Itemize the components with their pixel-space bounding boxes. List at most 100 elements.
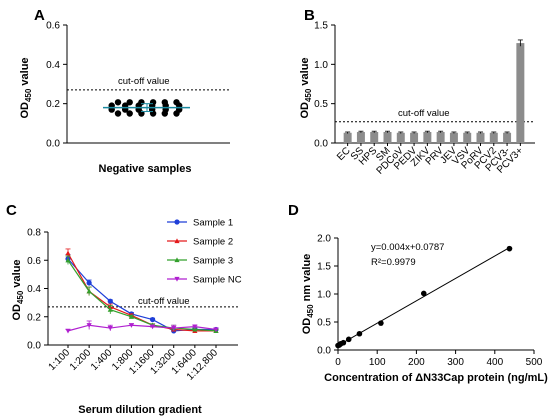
panel-c-y-tick-label: 0.4 <box>27 284 41 295</box>
panel-c-point <box>107 325 113 331</box>
panel-b-y-tick-label: 1.0 <box>314 60 328 71</box>
panel-d-y-tick-label: 0.5 <box>317 318 331 329</box>
panel-c-series-line <box>67 324 217 332</box>
panel-d-r2: R²=0.9979 <box>371 257 416 268</box>
panel-d-y-tick-label: 1.5 <box>317 262 331 273</box>
panel-d-point <box>378 320 384 326</box>
panel-a-y-tick-label: 0.6 <box>46 21 60 32</box>
panel-a-point <box>126 110 133 117</box>
panel-d-y-tick-label: 0.0 <box>317 346 331 357</box>
panel-c-x-label: Serum dilution gradient <box>78 404 202 416</box>
panel-c-point <box>86 280 92 286</box>
panel-c-legend-label: Sample 3 <box>193 256 233 267</box>
panel-d-x-tick-label: 0 <box>335 357 341 368</box>
panel-c-legend-label: Sample 1 <box>193 218 233 229</box>
panel-b-bar <box>383 131 392 143</box>
panel-a-point <box>173 110 180 117</box>
panel-c-point <box>149 324 156 330</box>
panel-c-y-axis: 0.0 0.2 0.4 0.6 0.8 <box>27 228 49 352</box>
panel-c-series <box>65 248 219 334</box>
panel-b-bar <box>489 132 498 143</box>
panel-letter-d: D <box>288 202 299 219</box>
panel-d: D 0.0 0.5 1.0 1.5 2.0 0 100 200 300 400 500 OD450… <box>288 202 548 384</box>
panel-c-point <box>107 298 113 304</box>
panel-c-legend-swatch-marker <box>174 219 180 225</box>
panel-c-x-tick-label: 1:200 <box>68 347 94 373</box>
panel-d-x-tick-label: 100 <box>369 357 386 368</box>
panel-b-bar <box>343 132 352 143</box>
panel-d-point <box>356 330 363 337</box>
panel-a-mean-sd <box>103 103 190 113</box>
panel-c-series-line <box>67 259 217 332</box>
panel-d-x-axis: 0 100 200 300 400 500 <box>335 349 543 368</box>
panel-d-y-label: OD450 nm value <box>301 254 315 335</box>
panel-b-bar <box>516 43 525 143</box>
panel-a-y-tick-label: 0.0 <box>46 139 60 150</box>
panel-c: C 0.0 0.2 0.4 0.6 0.8 OD450 value Serum dilu… <box>6 202 242 416</box>
panel-c-point <box>86 323 92 328</box>
panel-c-y-label: OD450 value <box>11 259 25 320</box>
panel-a: A 0.0 0.2 0.4 0.6 OD450 value Negative samp… <box>19 7 230 175</box>
panel-letter-b: B <box>304 7 315 24</box>
panel-d-x-label: Concentration of ΔN33Cap protein (ng/mL) <box>324 372 548 384</box>
panel-b-x-ticks: ECSSHPSSMPDCoVPEDVZIKVPRVJEVVSVPoRVPCV2P… <box>335 143 526 177</box>
panel-b-bar <box>463 132 472 143</box>
panel-a-x-label: Negative samples <box>99 163 192 175</box>
panel-c-point <box>171 325 177 331</box>
panel-d-fit-line <box>337 246 511 347</box>
panel-c-point <box>65 257 71 263</box>
panel-letter-c: C <box>6 202 17 219</box>
panel-b-bar <box>356 131 365 143</box>
panel-c-legend-item: Sample NC <box>167 275 242 286</box>
panel-d-equation: y=0.004x+0.0787 <box>371 242 444 253</box>
panel-c-y-tick-label: 0.6 <box>27 256 41 267</box>
panel-a-point <box>161 110 168 117</box>
panel-b-bar <box>423 131 432 143</box>
panel-d-y-tick-label: 1.0 <box>317 290 331 301</box>
panel-d-point <box>340 339 347 346</box>
panel-c-point <box>107 307 113 312</box>
panel-c-point <box>213 327 219 333</box>
panel-c-legend: Sample 1 Sample 2 Sample 3 Sample NC <box>167 218 242 286</box>
panel-c-point <box>65 250 71 256</box>
panel-c-x-tick-label: 1:100 <box>47 347 73 373</box>
panel-c-legend-label: Sample 2 <box>193 237 233 248</box>
panel-a-cutoff-label: cut-off value <box>118 76 170 87</box>
panel-c-y-tick-label: 0.8 <box>27 228 41 239</box>
panel-d-point <box>345 336 352 343</box>
panel-b-y-tick-label: 0.0 <box>314 139 328 150</box>
panel-b-y-label: OD450 value <box>299 57 313 118</box>
panel-a-point <box>114 110 122 117</box>
panel-b-bar <box>396 132 405 143</box>
panel-b-y-tick-label: 0.5 <box>314 99 328 110</box>
panel-a-y-tick-label: 0.4 <box>46 60 60 71</box>
panel-d-points <box>335 245 513 349</box>
panel-b-y-tick-label: 1.5 <box>314 21 328 32</box>
panel-b-cutoff-label: cut-off value <box>398 108 450 119</box>
panel-c-series-sample-3 <box>65 255 219 333</box>
panel-c-series-sample-nc <box>65 320 219 334</box>
panel-c-point <box>128 314 135 319</box>
panel-c-legend-item: Sample 2 <box>167 237 233 248</box>
panel-d-y-tick-label: 2.0 <box>317 234 331 245</box>
panel-b-bar <box>410 132 419 143</box>
panel-a-y-axis: 0.0 0.2 0.4 0.6 <box>46 21 68 150</box>
panel-c-point <box>149 316 156 323</box>
panel-c-legend-swatch-marker <box>174 238 180 244</box>
panel-c-x-tick-label: 1:400 <box>89 347 115 373</box>
panel-d-point <box>420 290 427 297</box>
panel-b-bar <box>449 132 458 143</box>
panel-c-point <box>128 323 135 328</box>
panel-b: B 0.0 0.5 1.0 1.5 OD450 value cut-off value… <box>299 7 535 177</box>
panel-c-legend-label: Sample NC <box>193 275 242 286</box>
panel-b-bar <box>436 131 445 143</box>
panel-d-x-tick-label: 500 <box>526 357 543 368</box>
panel-c-legend-item: Sample 1 <box>167 218 233 229</box>
panel-c-y-tick-label: 0.0 <box>27 341 41 352</box>
panel-a-point <box>126 99 133 106</box>
panel-b-bar <box>370 131 379 143</box>
panel-c-legend-item: Sample 3 <box>167 256 233 267</box>
panel-c-legend-swatch-marker <box>174 257 180 263</box>
panel-d-x-tick-label: 200 <box>408 357 425 368</box>
